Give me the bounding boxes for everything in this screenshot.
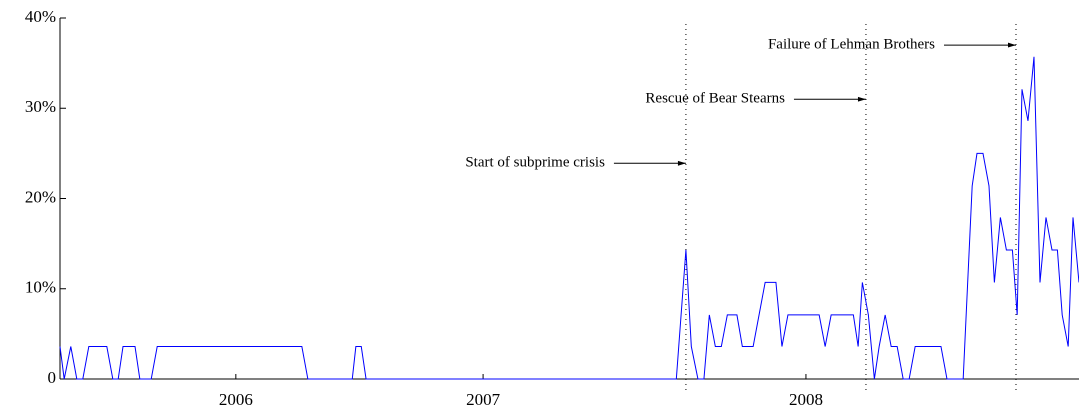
y-tick-label: 30% [25, 97, 56, 116]
line-series [59, 56, 1079, 380]
event-label: Rescue of Bear Stearns [645, 91, 785, 107]
x-tick-label: 2007 [466, 390, 501, 409]
event-label: Failure of Lehman Brothers [768, 37, 935, 53]
y-tick-label: 40% [25, 7, 56, 26]
event-label: Start of subprime crisis [465, 155, 605, 171]
x-tick-label: 2008 [789, 390, 823, 409]
y-tick-label: 10% [25, 278, 56, 297]
y-tick-label: 0 [48, 368, 57, 387]
x-tick-label: 2006 [219, 390, 253, 409]
y-tick-label: 20% [25, 187, 56, 206]
